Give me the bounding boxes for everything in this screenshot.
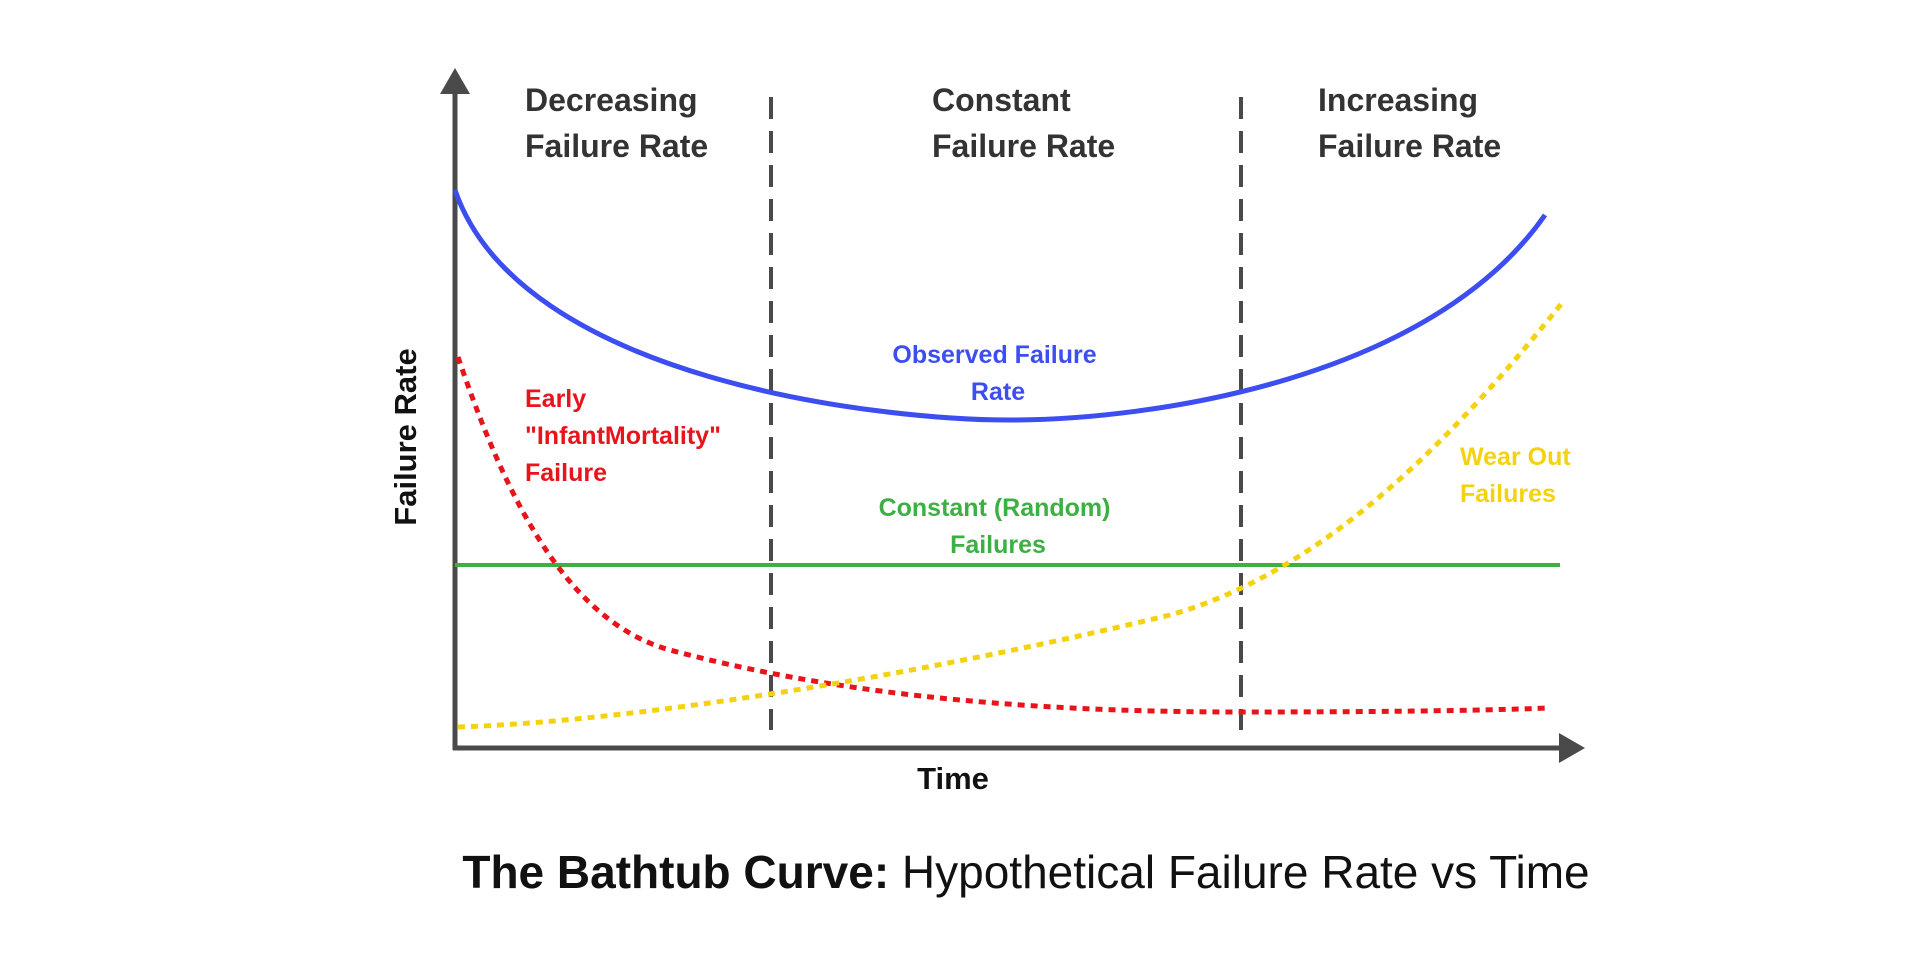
wear-out-failures-label: Wear Out Failures	[1460, 443, 1578, 508]
region-label-increasing: Increasing Failure Rate	[1318, 82, 1501, 164]
observed-failure-rate-curve	[452, 189, 1548, 423]
region-label-decreasing: Decreasing Failure Rate	[525, 82, 708, 164]
wear-out-curve	[457, 301, 1564, 730]
x-axis-arrowhead	[1559, 733, 1585, 763]
constant-failures-label: Constant (Random) Failures	[879, 494, 1118, 559]
infant-mortality-label: Early "InfantMortality" Failure	[525, 385, 728, 487]
caption-bold-part: The Bathtub Curve:	[462, 846, 889, 898]
axes	[440, 68, 1585, 763]
y-axis-arrowhead	[440, 68, 470, 94]
figure-caption: The Bathtub Curve: Hypothetical Failure …	[462, 846, 1589, 898]
region-label-constant: Constant Failure Rate	[932, 82, 1115, 164]
infant-mortality-curve	[455, 356, 1549, 715]
x-axis-label: Time	[917, 761, 989, 796]
observed-failure-rate-label: Observed Failure Rate	[892, 341, 1103, 406]
caption-normal-part: Hypothetical Failure Rate vs Time	[889, 846, 1590, 898]
y-axis-label: Failure Rate	[388, 348, 423, 525]
